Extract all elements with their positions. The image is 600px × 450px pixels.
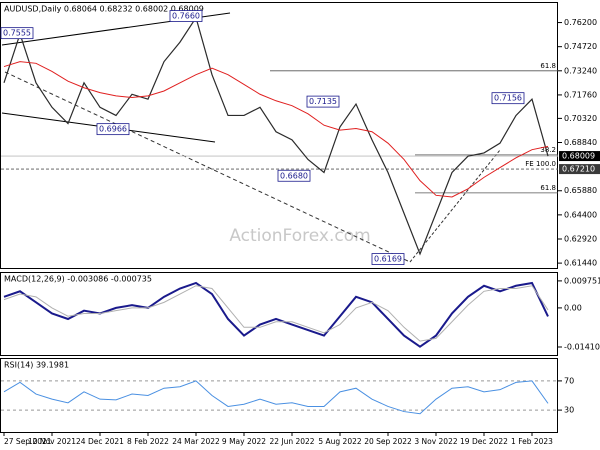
series-line <box>3 281 549 348</box>
x-tick-label: 20 Sep 2022 <box>364 437 412 446</box>
x-tick-label: 24 Mar 2022 <box>172 437 220 446</box>
x-tick-label: 27 Sep 2021 <box>4 437 52 446</box>
series-line <box>3 61 549 198</box>
trend-line <box>4 71 411 263</box>
panel-frame <box>0 2 558 269</box>
price-box-label: 0.67210 <box>562 165 595 174</box>
x-tick-label: 1 Feb 2023 <box>511 437 553 446</box>
y-tick-label: 30 <box>564 406 574 415</box>
annotation-label: 0.6966 <box>99 125 127 134</box>
annotation-box <box>169 10 203 22</box>
annotation-label: 0.7660 <box>172 12 200 21</box>
y-tick-label: 0.74720 <box>564 42 597 51</box>
annotation-label: 0.6680 <box>280 171 308 180</box>
x-tick-label: 24 Dec 2021 <box>76 437 124 446</box>
annotation-box <box>277 169 311 182</box>
level-label: 61.8 <box>540 184 556 192</box>
x-tick-label: 9 May 2022 <box>222 437 266 446</box>
x-tick-label: 10 Nov 2021 <box>28 437 76 446</box>
price-box <box>559 151 600 162</box>
annotation-label: 0.7555 <box>3 29 31 38</box>
annotation-box <box>0 27 34 40</box>
y-tick-label: 0.64400 <box>564 210 597 219</box>
panel-title: MACD(12,26,9) -0.003086 -0.000735 <box>4 275 152 284</box>
y-tick-label: 0.68840 <box>564 138 597 147</box>
panel-frame <box>0 272 558 356</box>
y-tick-label: 0.70320 <box>564 114 597 123</box>
trend-line <box>409 149 501 263</box>
y-tick-label: 70 <box>564 376 574 385</box>
y-tick-label: 0.009751 <box>564 276 600 285</box>
panel-title: RSI(14) 39.1981 <box>4 361 69 370</box>
level-label: 61.8 <box>540 62 556 70</box>
panel-frame <box>0 358 558 433</box>
y-tick-label: 0.00 <box>564 303 582 312</box>
x-tick-label: 19 Dec 2022 <box>460 437 508 446</box>
x-tick-label: 3 Nov 2022 <box>414 437 457 446</box>
series-line <box>3 16 549 256</box>
annotation-box <box>491 92 525 105</box>
annotation-label: 0.7156 <box>494 94 522 103</box>
watermark: ActionForex.com <box>229 226 370 246</box>
x-tick-label: 5 Aug 2022 <box>318 437 361 446</box>
annotation-label: 0.7135 <box>309 97 337 106</box>
annotation-box <box>371 253 405 265</box>
series-line <box>3 380 549 415</box>
price-box <box>559 164 600 175</box>
y-tick-label: 0.76200 <box>564 18 597 27</box>
level-label: 38.2 <box>540 146 556 154</box>
x-tick-label: 22 Jun 2022 <box>269 437 314 446</box>
y-tick-label: 0.65880 <box>564 186 597 195</box>
price-box-label: 0.68009 <box>562 152 595 161</box>
y-tick-label: 0.73240 <box>564 66 597 75</box>
series-line <box>3 285 549 342</box>
chart-title: AUDUSD,Daily 0.68064 0.68232 0.68002 0.6… <box>4 5 204 14</box>
y-tick-label: 0.71760 <box>564 90 597 99</box>
x-tick-label: 8 Feb 2022 <box>127 437 169 446</box>
level-label: FE 100.0 <box>525 160 556 168</box>
y-tick-label: 0.62920 <box>564 234 597 243</box>
annotation-label: 0.6169 <box>374 255 402 264</box>
annotation-box <box>96 123 130 136</box>
annotation-box <box>306 95 340 108</box>
y-tick-label: 0.61440 <box>564 259 597 268</box>
